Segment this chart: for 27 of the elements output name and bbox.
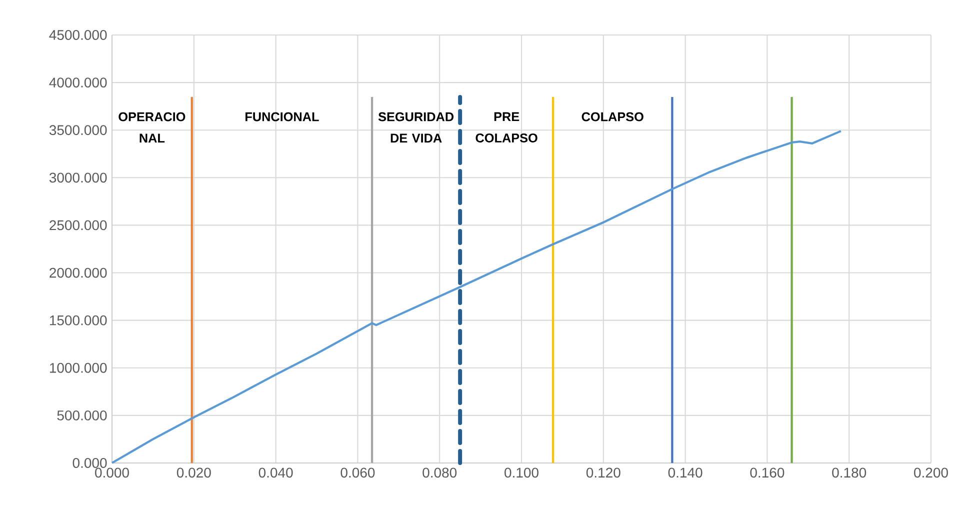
x-tick-label: 0.160 xyxy=(750,468,784,478)
line-series xyxy=(110,130,842,464)
annotation: COLAPSO xyxy=(582,112,644,122)
annotation: SEGURIDAD DE VIDA xyxy=(378,112,454,142)
x-tick-label: 0.000 xyxy=(95,468,129,478)
annotation: OPERACIO NAL xyxy=(118,112,186,142)
y-tick-label: 2000.000 xyxy=(50,268,107,278)
y-tick-label: 0.000 xyxy=(72,458,107,468)
x-tick-label: 0.100 xyxy=(504,468,538,478)
x-tick-label: 0.140 xyxy=(668,468,702,478)
x-tick-label: 0.120 xyxy=(586,468,620,478)
y-tick-label: 1500.000 xyxy=(50,315,107,326)
y-tick-label: 500.000 xyxy=(57,410,107,420)
y-tick-label: 1000.000 xyxy=(50,362,107,373)
x-tick-label: 0.200 xyxy=(914,468,948,478)
x-tick-label: 0.060 xyxy=(340,468,375,478)
x-tick-label: 0.080 xyxy=(422,468,457,478)
annotation: PRE COLAPSO xyxy=(476,112,538,142)
x-tick-label: 0.040 xyxy=(258,468,293,478)
y-tick-label: 4500.000 xyxy=(49,30,107,40)
y-tick-label: 3000.000 xyxy=(49,172,107,183)
y-tick-label: 2500.000 xyxy=(50,220,107,230)
annotation: FUNCIONAL xyxy=(246,112,319,122)
x-tick-label: 0.180 xyxy=(832,468,866,478)
y-tick-label: 3500.000 xyxy=(49,125,107,136)
y-tick-label: 4000.000 xyxy=(49,78,107,88)
x-tick-label: 0.020 xyxy=(176,468,211,478)
